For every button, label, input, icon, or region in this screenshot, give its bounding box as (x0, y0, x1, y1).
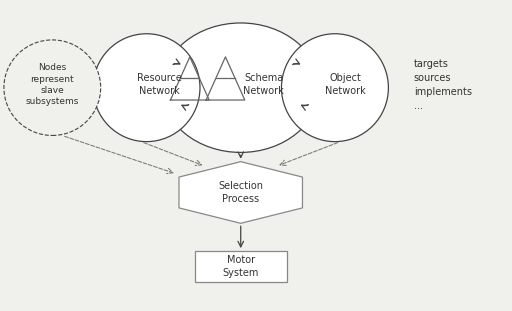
Text: Selection
Process: Selection Process (218, 181, 263, 204)
Ellipse shape (93, 34, 200, 142)
Text: Resource
Network: Resource Network (137, 73, 182, 96)
Ellipse shape (282, 34, 389, 142)
Text: Motor
System: Motor System (223, 255, 259, 278)
Text: Nodes
represent
slave
subsystems: Nodes represent slave subsystems (26, 63, 79, 106)
Polygon shape (179, 162, 303, 223)
Ellipse shape (162, 23, 319, 152)
Ellipse shape (4, 40, 101, 136)
Text: targets
sources
implements
...: targets sources implements ... (414, 58, 472, 111)
Text: Object
Network: Object Network (325, 73, 366, 96)
Text: Schema
Network: Schema Network (243, 73, 284, 96)
FancyBboxPatch shape (195, 251, 287, 282)
